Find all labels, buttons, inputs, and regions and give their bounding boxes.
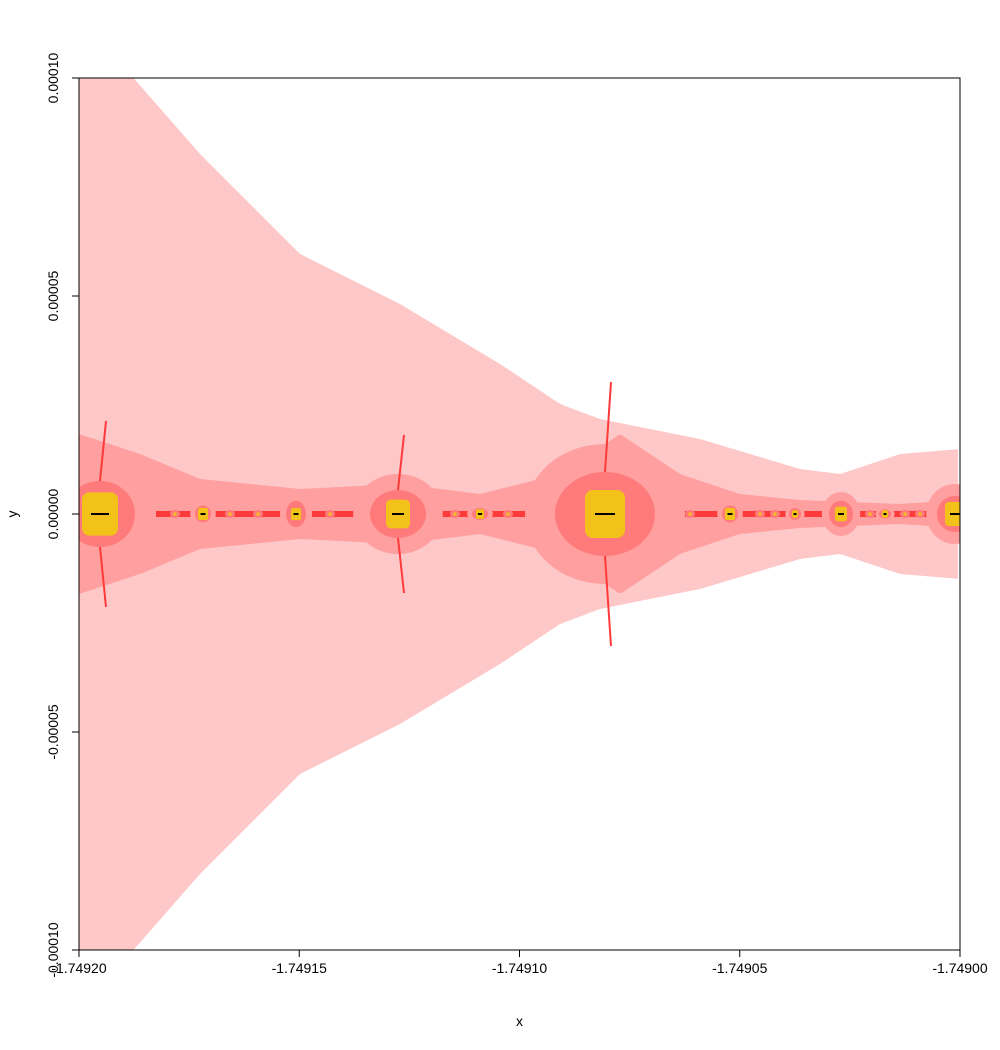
x-tick-label: -1.74920 [51,960,106,976]
bulb-spike [397,537,405,594]
mini-bulb-core [506,512,510,516]
y-tick-label: -0.00005 [45,704,61,759]
x-axis: -1.74920 -1.74915 -1.74910 -1.74905 -1.74900 [51,950,988,976]
bulb-core-dark [91,513,109,515]
x-tick-label: -1.74905 [712,960,767,976]
bulb-core-dark [727,513,733,515]
mini-bulb-core [688,512,692,516]
y-axis-label: y [4,511,20,518]
bulb-core-dark [595,513,615,515]
mini-bulb-core [773,512,777,516]
fractal-field [79,78,960,950]
bulb-core-dark [293,513,299,515]
mini-bulb-core [173,512,177,516]
bulb-core-dark [200,513,206,515]
bulb-spike [99,420,107,482]
bulb-spike [99,546,107,608]
bulb-core-dark [392,513,404,515]
bulb-spike [397,434,405,491]
y-tick-label: 0.00010 [45,52,61,103]
x-tick-label: -1.74915 [272,960,327,976]
mini-bulb-core [228,512,232,516]
mini-bulb-core [328,512,332,516]
x-axis-label: x [516,1013,523,1029]
x-tick-label: -1.74900 [932,960,987,976]
real-axis-spine [79,511,960,517]
mini-bulb-core [453,512,457,516]
bulb-spike [604,381,612,473]
y-tick-label: 0.00000 [45,488,61,539]
bulb-core-dark [478,513,482,515]
fractal-bulbs [79,381,960,647]
bulb-core-dark [838,513,844,515]
y-axis: -0.00010 -0.00005 0.00000 0.00005 0.00010 [45,52,79,978]
bulb-spike [604,555,612,647]
y-tick-label: 0.00005 [45,270,61,321]
mini-bulb-core [918,512,922,516]
mini-bulb-core [903,512,907,516]
bulb-core-dark [793,513,797,515]
x-tick-label: -1.74910 [492,960,547,976]
mini-bulb-core [868,512,872,516]
bulb-core-dark [883,513,887,515]
mini-bulb-core [758,512,762,516]
mini-bulb-core [256,512,260,516]
bulb-core-dark [950,513,960,515]
y-tick-label: -0.00010 [45,922,61,977]
